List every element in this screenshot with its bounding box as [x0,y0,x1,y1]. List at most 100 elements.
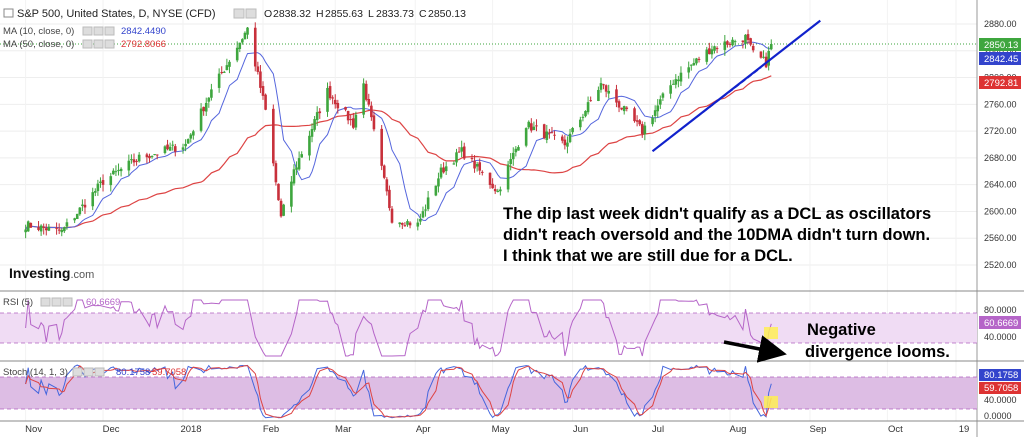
candle-down [155,154,159,156]
candle-up [527,121,531,128]
candle-down [382,165,386,178]
candle-down [277,183,280,201]
candle-down [462,146,466,159]
candle-up [235,47,239,61]
candle-up [354,114,358,128]
ma10-legend-icons[interactable] [82,26,115,36]
grid [0,0,977,421]
candle-up [109,176,113,186]
candle-up [723,41,727,50]
candle-up [241,39,244,43]
price-tick-label: 2760.00 [984,99,1017,109]
candle-up [571,128,574,133]
candle-up [511,152,515,160]
ohlc-o: 2838.32 [273,8,311,20]
stoch-d-path [25,365,772,419]
candle-up [153,154,156,156]
candle-up [731,39,734,46]
ohlc-h: 2855.63 [325,8,363,20]
candle-down [633,108,636,122]
stoch-label: Stoch (14, 1, 3) [3,367,68,378]
annotation-text: The dip last week didn't qualify as a DC… [503,205,931,265]
candle-down [530,123,533,131]
candle-up [705,49,709,62]
candle-up [677,79,680,82]
candle-up [315,112,319,121]
candle-down [478,162,482,171]
candle-down [331,97,334,99]
candle-up [437,178,440,187]
candle-down [589,100,592,102]
candle-down [135,160,138,162]
rsi-tick-40: 40.0000 [984,332,1017,342]
candle-up [204,102,208,112]
candle-down [272,108,275,164]
divergence-line-1: Negative [807,321,876,339]
rsi-legend-icons[interactable] [40,297,73,307]
rsi-label: RSI (5) [3,297,33,308]
candle-down [380,128,383,166]
candle-down [388,189,391,209]
candle-up [421,211,425,218]
stoch-highlight [764,396,778,408]
candle-up [599,83,603,90]
candle-up [506,164,510,190]
candle-up [653,110,657,116]
divergence-line-2: divergence looms. [805,343,950,361]
candle-up [416,222,420,227]
candle-up [243,32,247,40]
ma50-legend-icons[interactable] [82,39,115,49]
ma50-path [25,75,772,230]
candle-up [238,42,242,49]
candle-up [597,89,600,101]
rsi-value-badge [979,316,1021,329]
candle-up [586,102,590,113]
candle-up [223,71,226,73]
candle-down [264,94,267,110]
ma10-legend-value: 2842.4490 [121,26,166,37]
candle-down [352,118,355,128]
candle-up [94,191,97,193]
ma50-badge [979,76,1021,89]
candle-up [460,147,463,152]
chart-legend: S&P 500, United States, D, NYSE (CFD) O … [3,8,466,50]
candle-up [579,119,582,128]
time-tick-label: Jul [652,424,664,435]
candle-down [367,98,371,105]
close-badge [979,38,1021,51]
candle-down [253,27,257,67]
stoch-legend-icons[interactable] [72,367,105,377]
price-tick-label: 2520.00 [984,260,1017,270]
ma10-badge-text: 2842.45 [984,54,1018,65]
candle-down [173,146,177,152]
candle-down [625,107,629,109]
time-tick-label: Mar [335,424,351,435]
candle-down [408,222,412,226]
candle-up [434,185,438,196]
rsi-legend-value: 60.6669 [86,297,120,308]
price-tick-label: 2680.00 [984,153,1017,163]
candle-up [545,131,549,140]
candle-up [671,83,675,85]
candle-down [560,136,564,141]
candle-up [295,167,298,170]
rsi-tick-80: 80.0000 [984,305,1017,315]
candle-down [473,160,476,169]
candle-up [444,166,448,172]
stoch-d-badge [979,382,1021,394]
legend-toggle-icon[interactable] [3,8,14,18]
candle-up [710,49,714,55]
candle-up [532,126,536,131]
candle-up [282,204,285,216]
candle-down [220,71,224,74]
candle-down [488,172,492,185]
candle-down [333,99,337,105]
legend-settings-icons[interactable] [233,8,257,19]
candle-up [566,142,569,147]
candle-down [749,38,752,45]
stoch-d-legend-value: 59.7058 [152,367,186,378]
candle-down [390,208,394,223]
candle-up [607,90,611,94]
candle-up [762,56,765,58]
